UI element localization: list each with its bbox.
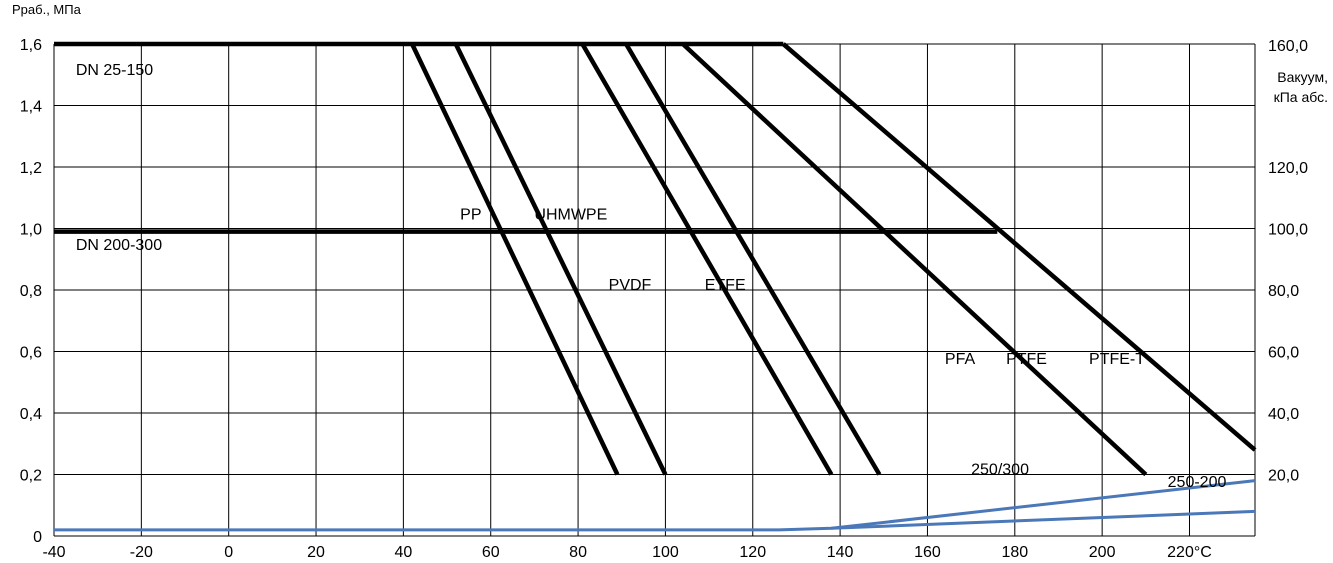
y-tick-label: 0,6: [20, 345, 42, 362]
annotation-pvdf: PVDF: [609, 277, 652, 294]
series-line-250-200: [831, 509, 1256, 530]
annotation-pfa: PFA: [945, 351, 976, 368]
annotation-uhmwpe: UHMWPE: [534, 206, 607, 223]
y-tick-label: 0,4: [20, 406, 42, 423]
y-tick-label: 0,2: [20, 468, 42, 485]
y2-tick-label: 100,0: [1268, 222, 1308, 239]
x-tick-label: 100: [652, 544, 679, 561]
x-tick-label: -20: [130, 544, 153, 561]
series-line-etfe: [624, 42, 882, 476]
x-tick-label: 220°C: [1167, 544, 1212, 561]
series-line-pvdf: [580, 42, 834, 476]
grid: [53, 43, 1256, 537]
y-tick-label: 1,6: [20, 37, 42, 54]
annotation-ptfe-t: PTFE-T: [1089, 351, 1145, 368]
x-tick-label: 60: [482, 544, 500, 561]
series-line-250-300: [54, 479, 1256, 532]
y2-axis-label-line1: Вакуум,: [1277, 69, 1328, 85]
x-tick-label: 120: [739, 544, 766, 561]
series-line-uhmwpe: [453, 43, 668, 476]
y-tick-label: 1,0: [20, 222, 42, 239]
series-line-pp: [410, 43, 620, 476]
y2-tick-label: 120,0: [1268, 160, 1308, 177]
x-tick-label: -40: [42, 544, 65, 561]
series-line-pfa: [681, 42, 1148, 477]
x-tick-label: 80: [569, 544, 587, 561]
x-tick-label: 200: [1089, 544, 1116, 561]
annotation-ptfe: PTFE: [1006, 351, 1047, 368]
y-tick-label: 0,8: [20, 283, 42, 300]
y2-tick-label: 40,0: [1268, 406, 1299, 423]
y2-tick-label: 80,0: [1268, 283, 1299, 300]
series: [54, 41, 1257, 532]
annotation-pp: PP: [460, 206, 481, 223]
y2-tick-label: 60,0: [1268, 345, 1299, 362]
x-tick-label: 140: [827, 544, 854, 561]
annotation-etfe: ETFE: [705, 277, 746, 294]
y-tick-label: 1,2: [20, 160, 42, 177]
y-tick-label: 1,4: [20, 99, 42, 116]
y2-axis-label-line2: кПа абс.: [1274, 89, 1328, 105]
series-line-ptfe-t: [781, 42, 1257, 452]
y-axis-label: Рраб., МПа: [12, 2, 82, 17]
x-tick-label: 0: [224, 544, 233, 561]
annotation-250-200: 250-200: [1168, 474, 1227, 491]
tick-labels: -40 -20 0 20 40 60 80 100 120 140 160 180 200 220°C 0 0…: [20, 37, 1308, 561]
annotation-dn-200-300: DN 200-300: [76, 237, 162, 254]
annotations: DN 25-150 DN 200-300 PP UHMWPE PVDF ETFE PFA PT…: [76, 62, 1227, 491]
annotation-dn-25-150: DN 25-150: [76, 62, 153, 79]
y2-tick-label: 20,0: [1268, 468, 1299, 485]
y-tick-label: 0: [33, 529, 42, 546]
x-tick-label: 40: [394, 544, 412, 561]
annotation-250-300: 250/300: [971, 462, 1029, 479]
x-tick-label: 160: [914, 544, 941, 561]
x-tick-label: 20: [307, 544, 325, 561]
x-tick-label: 180: [1001, 544, 1028, 561]
y2-tick-label: 160,0: [1268, 38, 1308, 55]
